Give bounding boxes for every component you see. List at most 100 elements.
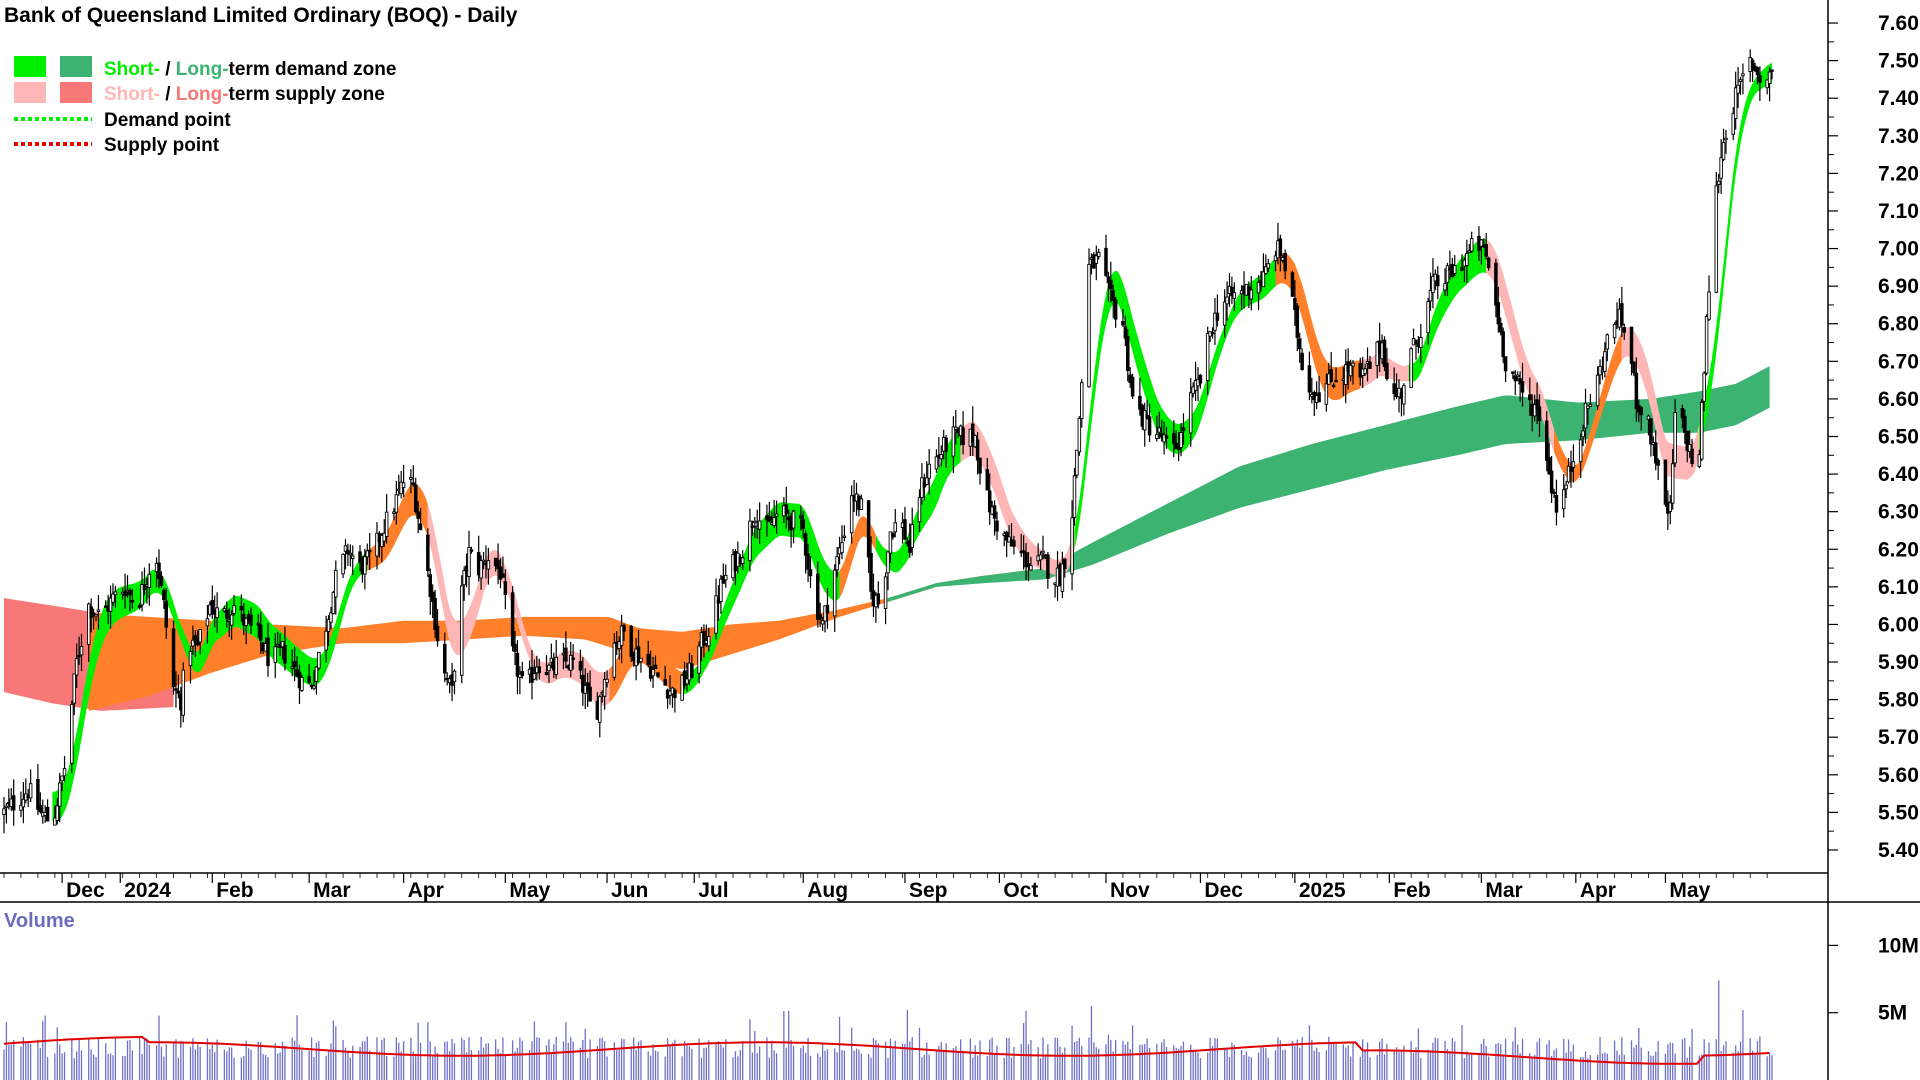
- price-tick-label: 5.90: [1878, 651, 1919, 674]
- candle-body: [888, 531, 893, 554]
- price-tick-label: 6.30: [1878, 501, 1919, 524]
- legend-swatch-long-supply: [60, 82, 92, 103]
- candle-body: [1179, 432, 1183, 449]
- candle-body: [1685, 430, 1689, 451]
- candle-body: [612, 642, 617, 678]
- candle-body: [1232, 292, 1237, 299]
- price-tick-label: 5.70: [1878, 726, 1919, 749]
- candle-body: [1603, 351, 1607, 372]
- candle-body: [753, 520, 757, 524]
- candle-body: [1707, 291, 1711, 320]
- candle-body: [954, 426, 958, 430]
- candle-body: [1716, 180, 1721, 185]
- candle-body: [36, 779, 40, 810]
- candle-body: [1668, 502, 1673, 512]
- candle-body: [1409, 348, 1413, 388]
- candle-body: [198, 629, 202, 643]
- candle-body: [375, 532, 379, 557]
- candle-body: [1077, 417, 1082, 453]
- candle-body: [365, 550, 370, 558]
- candle-body: [45, 806, 50, 822]
- legend-supply-short-text: Short-: [104, 84, 160, 105]
- candle-body: [123, 591, 127, 596]
- candle-body: [1348, 364, 1353, 377]
- candle-body: [89, 606, 93, 618]
- candle-body: [426, 534, 430, 571]
- candle-body: [1738, 79, 1743, 82]
- candle-body: [147, 573, 152, 588]
- legend-demand-zone: Short- / Long-term demand zone: [104, 59, 396, 80]
- candle-body: [1537, 406, 1542, 422]
- candle-body: [503, 581, 508, 595]
- legend-swatch-short-supply: [14, 82, 46, 103]
- candle-body: [215, 607, 219, 618]
- candle-body: [1646, 415, 1651, 420]
- candle-body: [714, 595, 718, 634]
- candle-body: [1581, 430, 1585, 438]
- candle-body: [411, 482, 416, 485]
- time-tick-label: Dec: [1204, 879, 1243, 902]
- candle-body: [820, 620, 825, 625]
- candle-body: [842, 535, 847, 539]
- candle-body: [750, 525, 755, 528]
- candle-body: [673, 689, 677, 699]
- candle-body: [1714, 185, 1719, 293]
- candle-body: [1113, 299, 1118, 320]
- candle-body: [222, 608, 227, 612]
- candle-body: [1225, 296, 1229, 305]
- candle-body: [1041, 550, 1045, 554]
- price-tick-label: 7.50: [1878, 50, 1919, 73]
- candle-body: [290, 666, 294, 669]
- candle-body: [1317, 392, 1321, 403]
- candle-body: [1290, 272, 1295, 297]
- legend-supply-sep: /: [160, 84, 176, 105]
- candle-body: [266, 637, 270, 667]
- candle-body: [96, 609, 101, 612]
- short-term-zone: [427, 504, 508, 655]
- candle-body: [1564, 484, 1568, 490]
- candle-body: [428, 574, 433, 597]
- candle-body: [944, 437, 948, 452]
- candle-body: [767, 516, 772, 522]
- candle-body: [1554, 494, 1559, 513]
- volume-tick-label: 5M: [1878, 1002, 1907, 1025]
- candle-body: [1445, 265, 1450, 283]
- candle-body: [891, 532, 895, 538]
- candle-body: [1104, 247, 1108, 276]
- candle-body: [1222, 301, 1227, 326]
- candle-body: [1164, 435, 1169, 439]
- candle-body: [111, 593, 115, 603]
- price-tick-label: 6.70: [1878, 350, 1919, 373]
- candle-body: [598, 696, 602, 723]
- legend-demand-point: Demand point: [104, 110, 231, 131]
- candle-body: [225, 609, 229, 619]
- candle-body: [1697, 454, 1702, 468]
- candle-body: [1181, 427, 1186, 432]
- candle-body: [639, 657, 643, 663]
- price-tick-label: 7.40: [1878, 87, 1919, 110]
- candle-body: [1632, 361, 1636, 374]
- candle-body: [1484, 244, 1488, 257]
- short-term-zone: [1275, 252, 1361, 401]
- price-tick-label: 6.80: [1878, 313, 1919, 336]
- short-term-zone: [682, 502, 840, 695]
- time-tick-label: 2025: [1299, 879, 1346, 902]
- candle-body: [38, 804, 43, 813]
- candle-body: [1080, 382, 1084, 420]
- candle-body: [1719, 157, 1723, 179]
- candle-body: [60, 775, 64, 782]
- candle-body: [622, 624, 626, 632]
- legend-supply-point: Supply point: [104, 135, 220, 156]
- candle-body: [1096, 251, 1101, 257]
- candle-body: [1072, 475, 1077, 518]
- candle-body: [532, 673, 537, 680]
- candle-body: [62, 767, 67, 777]
- legend-demand-long-text: Long-: [176, 59, 229, 80]
- candle-body: [1363, 368, 1367, 374]
- candle-body: [1142, 410, 1147, 431]
- candle-body: [283, 645, 287, 664]
- candle-body: [1503, 356, 1508, 372]
- candle-body: [571, 657, 575, 660]
- price-tick-label: 6.60: [1878, 388, 1919, 411]
- candle-body: [1155, 433, 1159, 439]
